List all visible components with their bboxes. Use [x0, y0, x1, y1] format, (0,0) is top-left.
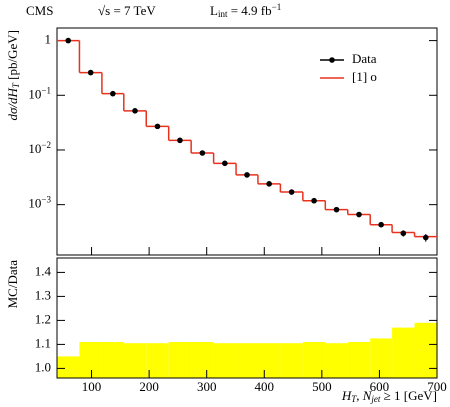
tick-exponent: −2 [41, 140, 51, 150]
y-tick-label: 10−1 [28, 86, 51, 102]
y-tick-label: 1.1 [35, 335, 51, 350]
y-tick-label: 10−3 [28, 195, 51, 211]
y-tick-label: 10−2 [28, 140, 51, 156]
x-tick-label: 300 [197, 379, 217, 394]
energy-value: = 7 TeV [110, 3, 156, 18]
text-part: T [351, 394, 357, 404]
text-part: T [11, 82, 21, 88]
text-part: = 4.9 fb [227, 3, 271, 18]
ratio-bar [236, 343, 258, 378]
ratio-axis-label: MC/Data [5, 260, 20, 309]
data-point [266, 181, 272, 187]
sqrt-s: √s [98, 3, 110, 18]
text-part: jet [370, 394, 380, 404]
bottom-frame [56, 257, 438, 379]
data-point [222, 160, 228, 167]
ratio-bar [168, 342, 192, 378]
y-tick-label: 1 [45, 32, 52, 47]
ratio-bar [302, 342, 326, 378]
x-tick-label: 500 [312, 379, 332, 394]
data-point [154, 123, 161, 130]
data-point [87, 69, 94, 76]
x-tick-label: 100 [82, 379, 102, 394]
ratio-bar [347, 342, 371, 378]
text-part: , [356, 388, 363, 403]
tick-exponent: −1 [41, 86, 51, 96]
y-axis-label: dσ/dHT [pb/GeV] [5, 30, 21, 121]
text-part: int [218, 9, 228, 19]
data-point [288, 189, 295, 195]
ratio-bar [280, 343, 303, 378]
data-point [378, 221, 384, 228]
text-part: N [362, 388, 373, 403]
text-part: ≥ 1 [GeV] [380, 388, 437, 403]
ratio-bar [414, 322, 437, 378]
data-point [132, 108, 138, 114]
top-frame [56, 27, 438, 256]
legend-label: [1] o [352, 69, 377, 84]
data-point [333, 206, 340, 213]
y-tick-label: 1.0 [35, 359, 51, 374]
ratio-bar [146, 343, 169, 378]
text-part: dσ/dH [5, 87, 20, 120]
experiment: CMS [26, 3, 53, 18]
text-part: L [210, 3, 218, 18]
y-tick-label: 1.3 [35, 287, 51, 302]
ratio-bar [191, 342, 214, 378]
data-point [177, 137, 183, 144]
ratio-bar [123, 343, 147, 378]
text-part: H [341, 388, 352, 403]
text-part: [pb/GeV] [5, 30, 20, 83]
tick-exponent: −3 [41, 195, 51, 205]
data-point [400, 230, 407, 237]
y-tick-label: 1.4 [35, 263, 52, 278]
legend-label: Data [352, 51, 377, 66]
data-point [422, 234, 429, 241]
data-point [311, 197, 317, 204]
tick-base: 10 [28, 141, 41, 156]
data-point [199, 150, 206, 156]
data-point [244, 172, 250, 178]
ratio-bar [257, 343, 281, 378]
ratio-bar [392, 327, 415, 378]
ratio-bar [325, 343, 348, 378]
ratio-bar [57, 356, 80, 378]
text-part: −1 [272, 2, 282, 12]
luminosity: Lint = 4.9 fb−1 [210, 2, 281, 18]
ratio-bar [213, 343, 237, 378]
tick-base: 10 [28, 86, 41, 101]
y-tick-label: 1.2 [35, 311, 51, 326]
x-tick-label: 200 [139, 379, 159, 394]
tick-base: 10 [28, 196, 41, 211]
ratio-bar [101, 342, 124, 378]
ratio-bar [79, 342, 102, 378]
tick-base: 1 [45, 32, 52, 47]
ratio-bar [370, 338, 393, 378]
data-point [65, 37, 72, 44]
x-tick-label: 600 [370, 379, 390, 394]
data-point [110, 90, 116, 97]
data-point [356, 211, 362, 218]
x-tick-label: 400 [255, 379, 275, 394]
energy: √s = 7 TeV [98, 3, 156, 18]
x-axis-label: HT, Njet ≥ 1 [GeV] [341, 388, 437, 404]
legend-marker [329, 57, 335, 63]
x-tick-label: 700 [427, 379, 447, 394]
